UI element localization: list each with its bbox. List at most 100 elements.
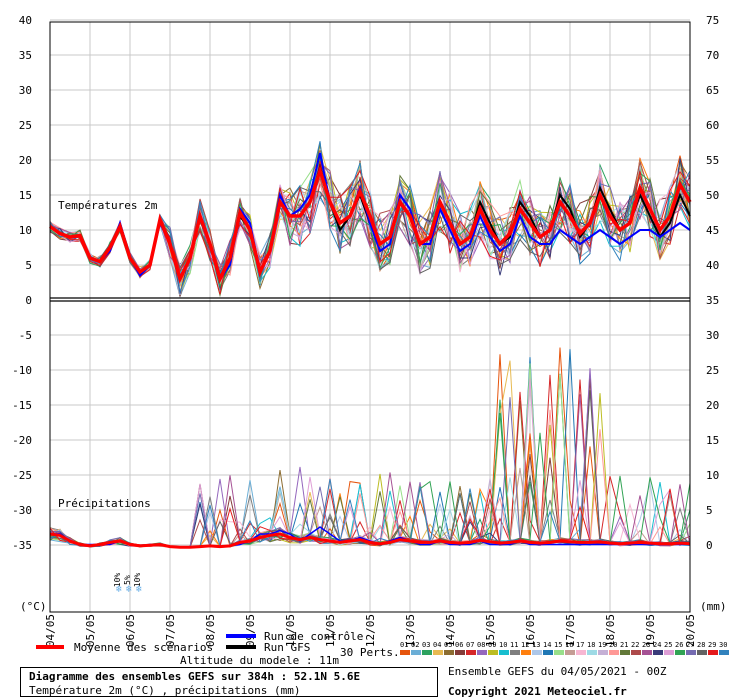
chart-subtitle: Température 2m (°C) , précipitations (mm… [29,684,301,697]
pert-legend-swatch [686,650,696,655]
y-right-tick-label: 10 [706,469,719,482]
chart-info-box: Diagramme des ensembles GEFS sur 384h : … [20,667,438,697]
y-right-tick-label: 0 [706,539,713,552]
y-left-tick-label: -15 [12,399,32,412]
y-right-tick-label: 15 [706,434,719,447]
pert-legend-swatch [422,650,432,655]
x-tick-label: 13/05 [404,614,417,647]
y-right-tick-label: 5 [706,504,713,517]
pert-legend-swatch [664,650,674,655]
pert-legend-id: 16 [565,641,573,649]
pert-legend-id: 21 [620,641,628,649]
pert-legend-swatch [510,650,520,655]
pert-legend-swatch [455,650,465,655]
pert-legend-swatch [719,650,729,655]
y-right-tick-label: 75 [706,14,719,27]
pert-legend-id: 08 [477,641,485,649]
x-tick-label: 12/05 [364,614,377,647]
plot-border [49,21,691,613]
legend-mean-label: Moyenne des scénarios [74,641,213,654]
y-left-tick-label: -25 [12,469,32,482]
x-tick-label: 10/05 [284,614,297,647]
y-right-tick-label: 30 [706,329,719,342]
legend-altitude: Altitude du modele : 11m [180,654,339,667]
grid [49,19,691,612]
pert-legend-swatch [598,650,608,655]
pert-legend-swatch [400,650,410,655]
y-right-tick-label: 55 [706,154,719,167]
x-tick-label: 18/05 [604,614,617,647]
unit-right-label: (mm) [700,600,727,613]
pert-legend-id: 05 [444,641,452,649]
y-left-tick-label: 5 [25,259,32,272]
y-right-tick-label: 50 [706,189,719,202]
pert-legend-swatch [499,650,509,655]
x-tick-label: 11/05 [324,614,337,647]
snowflake-icon: ❄ [126,584,133,595]
snowflake-icon: ❄ [136,584,143,595]
pert-legend-swatch [631,650,641,655]
x-tick-label: 20/05 [684,614,697,647]
pert-legend-id: 02 [411,641,419,649]
y-left-tick-label: 10 [19,224,32,237]
y-left-tick-label: 15 [19,189,32,202]
x-tick-label: 04/05 [44,614,57,647]
y-right-tick-label: 20 [706,399,719,412]
perturbation-legend: 01 02 03 04 05 06 07 08 09 10 11 12 13 14 15 16 17 18 19 20… [400,641,729,655]
x-tick-label: 14/05 [444,614,457,647]
pert-legend-swatch [444,650,454,655]
snow-probability-label: 10% [133,573,142,588]
snow-probability-label: 10% [113,573,122,588]
y-right-tick-label: 45 [706,224,719,237]
pert-legend-id: 06 [455,641,463,649]
y-left-tick-label: 20 [19,154,32,167]
y-axis-left-labels: 40 35 30 25 20 15 10 5 0 -5 -10 -15 -20 -25 -30 -35 [12,14,32,552]
pert-legend-id: 15 [554,641,562,649]
pert-legend-id: 18 [587,641,595,649]
pert-legend-id: 26 [675,641,683,649]
pert-legend-id: 28 [697,641,705,649]
x-tick-label: 17/05 [564,614,577,647]
copyright-label: Copyright 2021 Meteociel.fr [448,685,627,698]
y-right-tick-label: 70 [706,49,719,62]
pert-legend-swatch [609,650,619,655]
pert-legend-id: 22 [631,641,639,649]
pert-legend-swatch [653,650,663,655]
pert-legend-id: 10 [499,641,507,649]
x-tick-label: 08/05 [204,614,217,647]
pert-legend-swatch [521,650,531,655]
pert-legend-id: 23 [642,641,650,649]
pert-legend-swatch [554,650,564,655]
x-tick-label: 09/05 [244,614,257,647]
pert-legend-id: 17 [576,641,584,649]
pert-legend-swatch [565,650,575,655]
pert-legend-swatch [708,650,718,655]
ensemble-run-label: Ensemble GEFS du 04/05/2021 - 00Z [448,665,667,678]
x-tick-label: 15/05 [484,614,497,647]
snowflake-icon: ❄ [116,584,123,595]
mean-temperature-line [48,164,692,284]
x-axis-labels: 04/05 05/05 06/05 07/05 08/05 09/05 10/05 11/05… [44,614,697,647]
pert-legend-id: 07 [466,641,474,649]
snow-markers: 10%❄5%❄10%❄ [113,573,143,595]
y-left-tick-label: 25 [19,119,32,132]
pert-legend-swatch [576,650,586,655]
pert-legend-id: 30 [719,641,727,649]
pert-legend-id: 20 [609,641,617,649]
y-right-tick-label: 60 [706,119,719,132]
pert-legend-id: 09 [488,641,496,649]
legend-gfs-label: Run GFS [264,641,310,654]
pert-legend-id: 25 [664,641,672,649]
snow-probability-label: 5% [123,575,132,585]
pert-legend-swatch [411,650,421,655]
unit-left-label: (°C) [20,600,47,613]
pert-legend-swatch [620,650,630,655]
pert-legend-swatch [466,650,476,655]
x-tick-label: 16/05 [524,614,537,647]
pert-legend-id: 24 [653,641,661,649]
pert-legend-id: 29 [708,641,716,649]
pert-legend-swatch [433,650,443,655]
pert-legend-id: 04 [433,641,441,649]
